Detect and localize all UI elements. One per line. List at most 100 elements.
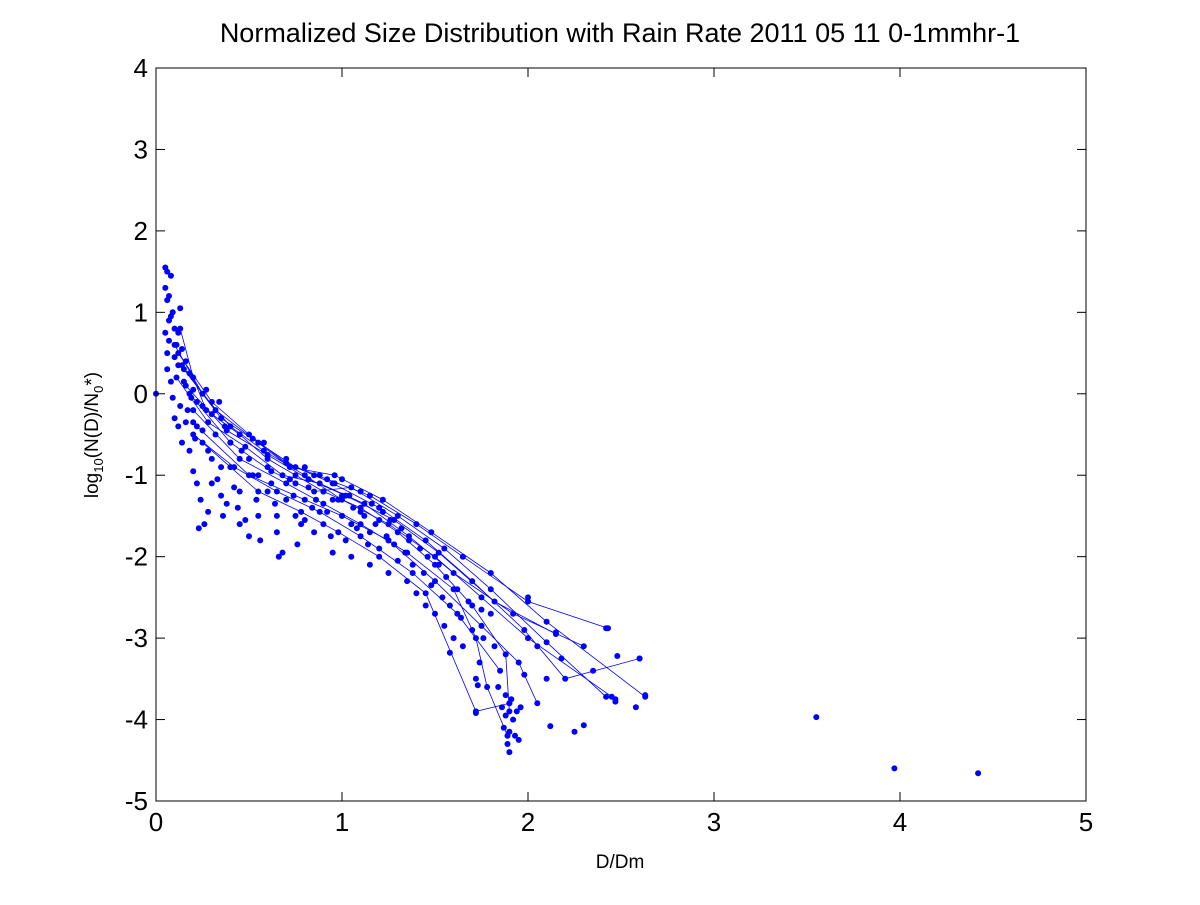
- data-point-39: [205, 508, 212, 515]
- data-point-162: [552, 629, 559, 636]
- data-point-87: [329, 549, 336, 556]
- data-point-98: [361, 512, 368, 519]
- line-point-10-6: [454, 610, 461, 617]
- line-point-3-2: [268, 468, 275, 475]
- line-point-9-1: [212, 407, 219, 414]
- line-point-1-3: [260, 447, 267, 454]
- data-point-23: [179, 346, 185, 352]
- x-tick-label-4: 4: [893, 807, 907, 837]
- line-point-5-4: [324, 476, 331, 483]
- data-point-148: [506, 728, 513, 735]
- data-point-37: [201, 521, 208, 528]
- y-tick-label-0: 4: [134, 53, 148, 83]
- data-point-147: [506, 749, 513, 756]
- line-point-2-8: [521, 627, 528, 633]
- data-point-21: [173, 341, 180, 348]
- line-point-0-5: [292, 472, 299, 479]
- data-point-27: [175, 423, 182, 430]
- data-point-41: [199, 403, 206, 409]
- data-point-34: [190, 468, 197, 475]
- data-point-52: [227, 439, 234, 446]
- data-point-111: [402, 549, 409, 556]
- data-point-82: [313, 496, 319, 503]
- y-tick-label-9: -5: [125, 786, 148, 816]
- data-point-161: [547, 723, 554, 730]
- line-point-2-1: [218, 415, 225, 422]
- data-point-63: [257, 537, 264, 544]
- data-point-153: [515, 736, 522, 743]
- line-point-10-7: [497, 667, 504, 674]
- data-point-26: [177, 403, 184, 409]
- data-point-74: [290, 492, 297, 499]
- data-point-142: [472, 710, 479, 716]
- data-point-175: [891, 765, 898, 772]
- data-point-110: [398, 525, 405, 532]
- line-point-9-8: [543, 618, 550, 625]
- data-point-75: [292, 512, 299, 519]
- data-point-167: [603, 625, 610, 632]
- line-point-8-3: [335, 529, 342, 536]
- ticks-layer: 0 1 2 3 4 5 4 3 2 1 0 -1 -2 -3 -4 -5: [125, 53, 1093, 837]
- data-point-93: [346, 492, 353, 499]
- data-point-92: [342, 537, 349, 544]
- line-point-3-9: [603, 693, 610, 700]
- data-point-104: [379, 508, 386, 515]
- line-point-9-2: [249, 435, 256, 442]
- data-point-123: [439, 594, 446, 601]
- data-point-64: [246, 533, 252, 540]
- data-point-28: [179, 439, 185, 446]
- line-point-11-8: [510, 610, 517, 617]
- line-point-3-3: [311, 488, 318, 495]
- data-point-135: [478, 606, 485, 613]
- plot-area-frame: [155, 67, 1087, 802]
- line-point-3-6: [441, 545, 448, 552]
- line-point-5-8: [525, 598, 531, 605]
- data-point-19: [171, 415, 178, 422]
- series-line-0: [179, 328, 510, 712]
- data-point-7: [162, 329, 169, 336]
- x-tick-label-5: 5: [1079, 807, 1093, 837]
- line-point-3-8: [543, 639, 550, 646]
- data-point-192: [236, 488, 243, 495]
- series-line-8: [202, 442, 510, 712]
- data-point-115: [413, 590, 420, 597]
- data-point-137: [487, 610, 494, 617]
- data-point-48: [220, 512, 226, 519]
- line-point-0-7: [357, 504, 364, 511]
- data-point-12: [175, 329, 182, 336]
- data-point-51: [221, 423, 228, 430]
- line-point-2-5: [376, 504, 383, 511]
- line-point-9-4: [331, 472, 338, 479]
- line-point-11-4: [316, 480, 323, 487]
- data-point-125: [443, 574, 450, 580]
- data-point-199: [182, 419, 189, 426]
- line-point-11-6: [406, 533, 412, 540]
- line-point-1-7: [432, 553, 438, 560]
- line-point-5-0: [175, 350, 182, 357]
- line-point-4-4: [357, 521, 364, 528]
- line-point-10-3: [316, 508, 323, 515]
- data-point-54: [231, 484, 238, 491]
- line-point-0-3: [236, 431, 243, 438]
- data-point-173: [642, 692, 649, 699]
- data-point-84: [320, 488, 327, 495]
- data-point-185: [348, 521, 355, 528]
- data-point-18: [169, 394, 176, 401]
- line-point-11-0: [173, 374, 180, 381]
- data-point-11: [171, 325, 178, 332]
- data-point-143: [499, 704, 505, 711]
- line-point-4-8: [484, 684, 491, 690]
- data-point-180: [301, 517, 308, 523]
- data-point-139: [495, 684, 502, 690]
- data-point-108: [391, 541, 398, 548]
- data-point-8: [166, 337, 172, 344]
- data-point-85: [324, 508, 331, 515]
- data-point-89: [335, 496, 342, 503]
- line-point-0-12: [506, 708, 513, 715]
- data-point-191: [255, 472, 262, 479]
- data-point-177: [273, 512, 280, 519]
- y-tick-label-7: -3: [125, 623, 148, 653]
- data-point-170: [612, 698, 619, 705]
- line-point-9-7: [487, 570, 494, 576]
- data-point-184: [339, 492, 345, 499]
